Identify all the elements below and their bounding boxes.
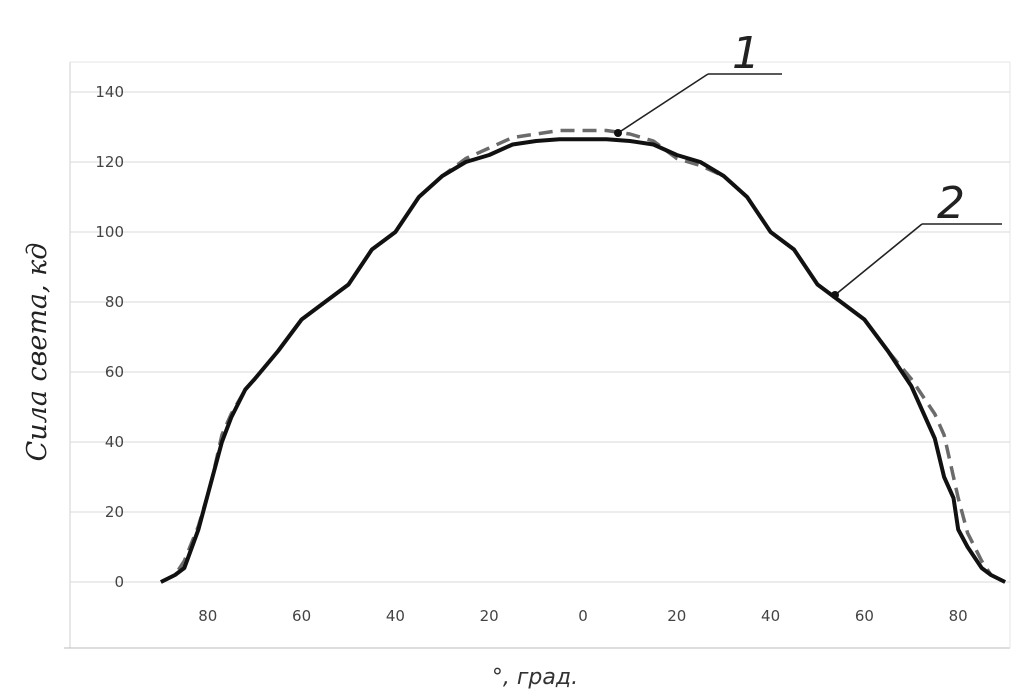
y-tick-label: 100 (95, 223, 124, 241)
x-tick-label: 40 (761, 607, 780, 625)
grid-lines (70, 91, 1010, 583)
callout-1: 1 (614, 28, 782, 137)
x-tick-labels: 80 60 40 20 0 20 40 60 80 (198, 607, 967, 625)
callout-2-label: 2 (937, 178, 965, 229)
y-tick-label: 40 (105, 433, 124, 451)
callout-2-dot (831, 291, 839, 299)
y-tick-labels: 0 20 40 60 80 100 120 140 (95, 83, 124, 591)
x-tick-label: 20 (480, 607, 499, 625)
y-tick-label: 120 (95, 153, 124, 171)
callout-1-leader (617, 73, 709, 134)
callout-2: 2 (831, 178, 1002, 299)
callout-1-label: 1 (732, 28, 760, 79)
series-2-line (160, 137, 1006, 584)
y-tick-label: 20 (105, 503, 124, 521)
x-tick-label: 0 (578, 607, 588, 625)
callout-1-dot (614, 129, 622, 137)
y-tick-label: 60 (105, 363, 124, 381)
y-tick-label: 140 (95, 83, 124, 101)
x-tick-label: 80 (949, 607, 968, 625)
callout-2-leader (834, 223, 923, 296)
x-tick-label: 80 (198, 607, 217, 625)
x-tick-label: 20 (667, 607, 686, 625)
x-tick-label: 40 (386, 607, 405, 625)
x-tick-label: 60 (292, 607, 311, 625)
y-tick-label: 80 (105, 293, 124, 311)
x-tick-label: 60 (855, 607, 874, 625)
y-tick-label: 0 (114, 573, 124, 591)
y-axis-label: Сила света, кд (22, 243, 53, 462)
series-1-line (160, 128, 1006, 584)
x-axis-label: °, град. (492, 665, 578, 690)
